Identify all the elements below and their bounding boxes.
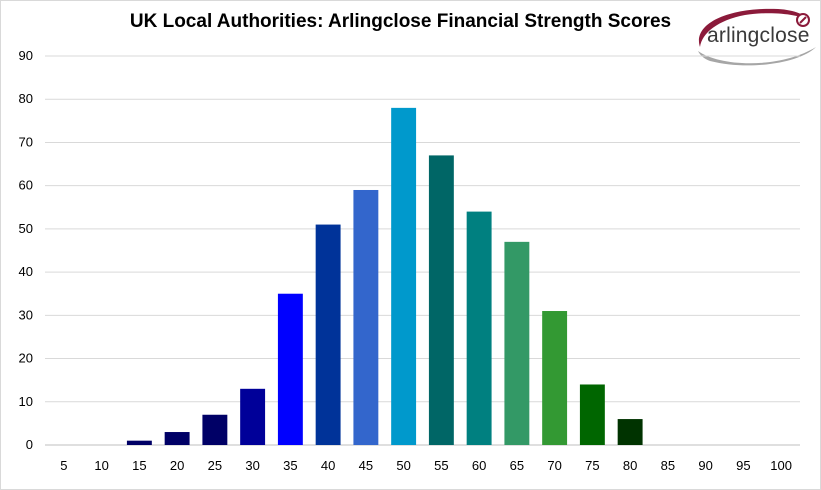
- bar: [391, 107, 417, 445]
- x-tick-label: 40: [321, 458, 335, 473]
- y-tick-label: 30: [19, 307, 33, 322]
- bar: [466, 211, 492, 445]
- y-tick-label: 20: [19, 351, 33, 366]
- x-tick-label: 60: [472, 458, 486, 473]
- y-tick-label: 10: [19, 394, 33, 409]
- arlingclose-logo: [698, 8, 816, 66]
- x-tick-label: 95: [736, 458, 750, 473]
- logo-swoosh-grey: [698, 47, 816, 66]
- bar: [617, 419, 643, 445]
- y-tick-label: 90: [19, 48, 33, 63]
- x-tick-label: 80: [623, 458, 637, 473]
- x-tick-label: 55: [434, 458, 448, 473]
- chart-title: UK Local Authorities: Arlingclose Financ…: [129, 11, 672, 32]
- bar: [202, 414, 228, 445]
- bar: [164, 432, 190, 445]
- bar: [504, 241, 530, 445]
- bar: [277, 293, 303, 445]
- x-tick-label: 5: [60, 458, 67, 473]
- x-tick-label: 25: [208, 458, 222, 473]
- x-tick-label: 20: [170, 458, 184, 473]
- x-tick-label: 10: [94, 458, 108, 473]
- y-tick-label: 70: [19, 134, 33, 149]
- y-tick-label: 50: [19, 221, 33, 236]
- y-tick-label: 60: [19, 178, 33, 193]
- x-tick-label: 100: [770, 458, 792, 473]
- bar: [579, 384, 605, 445]
- x-tick-label: 15: [132, 458, 146, 473]
- x-tick-label: 75: [585, 458, 599, 473]
- y-tick-label: 80: [19, 91, 33, 106]
- bar: [353, 189, 379, 445]
- x-tick-label: 65: [510, 458, 524, 473]
- bar: [315, 224, 341, 445]
- bar: [240, 388, 266, 445]
- x-tick-label: 70: [547, 458, 561, 473]
- bar: [126, 440, 152, 445]
- logo-wordmark: arlingclose: [707, 24, 810, 47]
- x-tick-label: 90: [698, 458, 712, 473]
- x-tick-label: 35: [283, 458, 297, 473]
- bar: [542, 311, 568, 445]
- bar: [428, 155, 454, 445]
- x-tick-label: 50: [396, 458, 410, 473]
- x-tick-label: 85: [661, 458, 675, 473]
- y-tick-label: 40: [19, 264, 33, 279]
- x-tick-label: 30: [245, 458, 259, 473]
- x-tick-label: 45: [359, 458, 373, 473]
- logo-swoosh-maroon: [698, 8, 810, 47]
- y-tick-label: 0: [26, 437, 33, 452]
